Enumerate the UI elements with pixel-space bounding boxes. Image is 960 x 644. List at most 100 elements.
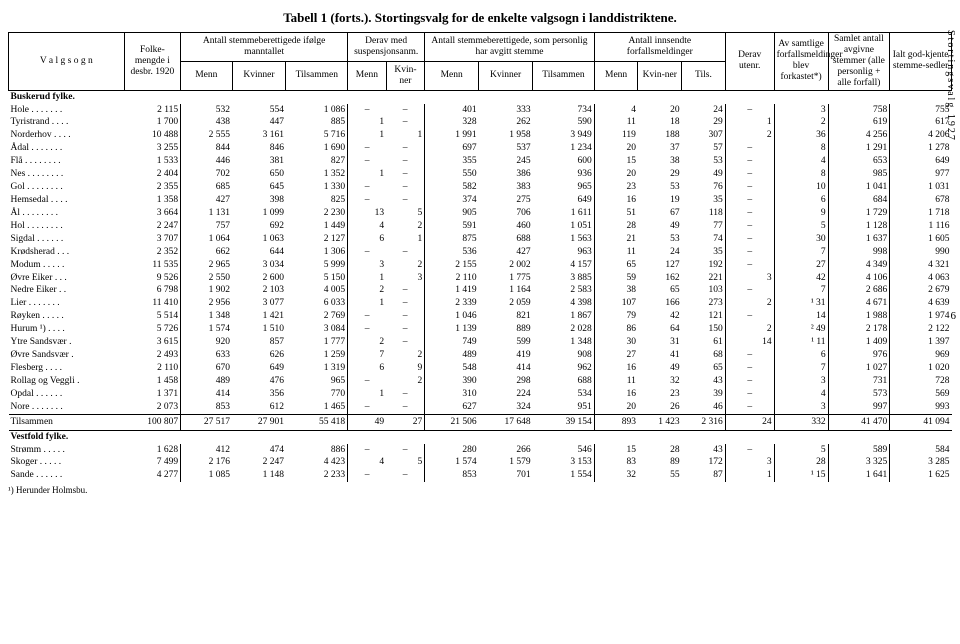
cell: 1 352 <box>286 168 348 181</box>
table-row: Norderhov . . . .10 4882 5553 1615 71611… <box>9 129 952 142</box>
cell: 13 <box>348 207 387 220</box>
cell: 39 <box>682 388 726 401</box>
cell: 446 <box>181 155 232 168</box>
cell: 2 103 <box>232 284 286 297</box>
cell: – <box>725 362 774 375</box>
cell: 4 277 <box>124 469 181 482</box>
cell: 649 <box>533 194 595 207</box>
cell: 649 <box>890 155 952 168</box>
cell: – <box>386 444 425 457</box>
cell: Modum . . . . . <box>9 259 125 272</box>
cell: 43 <box>682 375 726 388</box>
cell: 905 <box>425 207 479 220</box>
cell: 55 418 <box>286 414 348 430</box>
hdr-menn-4: Menn <box>594 61 638 90</box>
cell: 1 611 <box>533 207 595 220</box>
cell: – <box>725 168 774 181</box>
cell: Hemsedal . . . . <box>9 194 125 207</box>
cell: – <box>386 116 425 129</box>
cell: 5 <box>774 444 828 457</box>
cell: 2 002 <box>479 259 533 272</box>
cell: 2 <box>386 259 425 272</box>
cell: 489 <box>425 349 479 362</box>
cell: 7 <box>774 246 828 259</box>
cell: ¹ 31 <box>774 297 828 310</box>
cell: 2 <box>348 336 387 349</box>
cell: 89 <box>638 456 682 469</box>
cell: 6 <box>774 194 828 207</box>
cell: – <box>348 181 387 194</box>
cell: – <box>386 388 425 401</box>
cell: 16 <box>594 194 638 207</box>
cell: 51 <box>594 207 638 220</box>
cell: 889 <box>479 323 533 336</box>
cell: 706 <box>479 207 533 220</box>
cell: 2 073 <box>124 401 181 414</box>
cell: 192 <box>682 259 726 272</box>
table-row: Ådal . . . . . . .3 2558448461 690––6975… <box>9 142 952 155</box>
cell: 1 574 <box>425 456 479 469</box>
cell: 150 <box>682 323 726 336</box>
cell: Røyken . . . . . <box>9 310 125 323</box>
cell: 7 <box>774 362 828 375</box>
cell: 701 <box>479 469 533 482</box>
cell: 121 <box>682 310 726 323</box>
cell: 875 <box>425 233 479 246</box>
cell: 41 470 <box>828 414 890 430</box>
cell: 734 <box>533 104 595 117</box>
cell: 1 <box>348 297 387 310</box>
cell: 612 <box>232 401 286 414</box>
cell: 65 <box>682 362 726 375</box>
cell: 1 449 <box>286 220 348 233</box>
cell: 1 128 <box>828 220 890 233</box>
cell: 398 <box>232 194 286 207</box>
cell: Hurum ¹) . . . . <box>9 323 125 336</box>
cell: – <box>725 246 774 259</box>
cell: 35 <box>682 246 726 259</box>
table-row: Modum . . . . .11 5352 9653 0345 999322 … <box>9 259 952 272</box>
cell: 275 <box>479 194 533 207</box>
cell: 15 <box>594 444 638 457</box>
cell: 1 <box>725 469 774 482</box>
cell: 414 <box>181 388 232 401</box>
cell: 476 <box>232 375 286 388</box>
cell: 846 <box>232 142 286 155</box>
cell: 1 330 <box>286 181 348 194</box>
cell: 2 600 <box>232 272 286 285</box>
cell: 9 <box>774 207 828 220</box>
cell: 28 <box>594 220 638 233</box>
cell: 685 <box>181 181 232 194</box>
cell: 224 <box>479 388 533 401</box>
cell: 273 <box>682 297 726 310</box>
cell: 4 <box>348 220 387 233</box>
cell: 11 <box>594 375 638 388</box>
cell: 414 <box>479 362 533 375</box>
cell: – <box>348 469 387 482</box>
cell: 599 <box>479 336 533 349</box>
cell: 74 <box>682 233 726 246</box>
cell: 28 <box>638 444 682 457</box>
cell: 1 358 <box>124 194 181 207</box>
hdr-grp-personlig: Antall stemmeberettigede, som personlig … <box>425 33 595 62</box>
cell: 4 639 <box>890 297 952 310</box>
cell: 474 <box>232 444 286 457</box>
hdr-grp-suspensjon: Derav med suspensjonsanm. <box>348 33 425 62</box>
cell: 49 <box>348 414 387 430</box>
cell: 83 <box>594 456 638 469</box>
total-row: Tilsammen100 80727 51727 90155 418492721… <box>9 414 952 430</box>
cell: 2 115 <box>124 104 181 117</box>
table-row: Øvre Sandsvær .2 4936336261 259724894199… <box>9 349 952 362</box>
cell: 2 122 <box>890 323 952 336</box>
cell: Nore . . . . . . . <box>9 401 125 414</box>
cell: 2 <box>774 116 828 129</box>
cell: 2 <box>725 129 774 142</box>
cell: 4 256 <box>828 129 890 142</box>
cell: 16 <box>594 362 638 375</box>
cell: 1 291 <box>828 142 890 155</box>
cell: 731 <box>828 375 890 388</box>
cell: 1 086 <box>286 104 348 117</box>
cell: 3 325 <box>828 456 890 469</box>
cell: 755 <box>890 104 952 117</box>
cell: 2 555 <box>181 129 232 142</box>
cell: – <box>386 104 425 117</box>
